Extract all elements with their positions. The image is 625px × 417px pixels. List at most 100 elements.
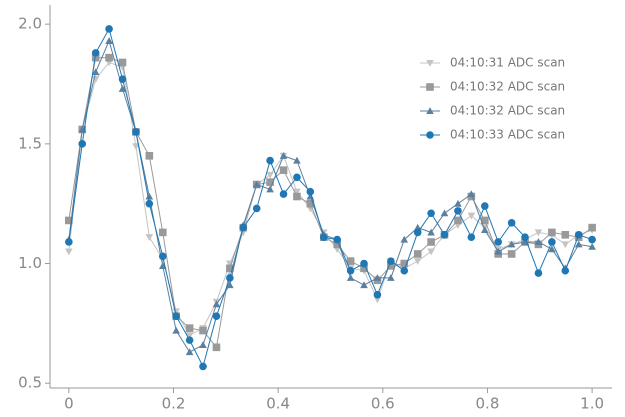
point: [534, 269, 543, 277]
point: [561, 241, 570, 249]
x-tick-label: 0.8: [476, 395, 500, 413]
point: [333, 240, 341, 249]
point: [185, 348, 194, 356]
point: [548, 228, 556, 237]
point: [400, 266, 409, 275]
point: [467, 233, 476, 241]
point: [226, 264, 234, 273]
point: [185, 336, 194, 344]
point: [507, 250, 516, 258]
point: [91, 76, 100, 84]
legend-label: 04:10:31 ADC scan: [450, 56, 565, 70]
point: [212, 343, 221, 352]
point: [319, 233, 328, 241]
point: [548, 238, 556, 246]
x-tick-label: 0.4: [266, 395, 290, 413]
point: [413, 228, 422, 237]
point: [440, 231, 449, 239]
point: [293, 173, 301, 182]
y-tick-label: 0.5: [18, 374, 42, 392]
point: [118, 75, 127, 84]
point: [293, 192, 301, 201]
point: [145, 152, 154, 160]
point: [293, 156, 301, 164]
point: [158, 262, 167, 269]
point: [467, 190, 476, 198]
point: [212, 300, 221, 308]
point: [279, 152, 288, 159]
point: [293, 188, 301, 196]
point: [306, 199, 315, 208]
point: [78, 140, 87, 148]
point: [494, 238, 502, 246]
point: [199, 326, 207, 335]
legend-label: 04:10:32 ADC scan: [450, 104, 565, 118]
point: [373, 290, 382, 299]
x-tick-label: 1.0: [580, 395, 604, 413]
point: [185, 324, 194, 332]
series-line: [68, 57, 593, 349]
point: [145, 234, 154, 241]
point: [427, 209, 435, 218]
point: [252, 180, 261, 188]
point: [91, 68, 100, 76]
point: [400, 235, 409, 243]
y-tick-label: 1.0: [18, 254, 42, 272]
point: [65, 238, 73, 246]
point: [346, 257, 355, 265]
legend-marker: [426, 107, 434, 115]
point: [507, 219, 516, 227]
point: [279, 166, 288, 174]
point: [360, 281, 368, 289]
y-tick-label: 2.0: [18, 15, 42, 33]
point: [132, 143, 140, 151]
point: [145, 192, 154, 200]
point: [427, 238, 435, 246]
point: [65, 248, 73, 256]
point: [158, 228, 167, 237]
point: [172, 312, 180, 320]
point: [480, 202, 489, 210]
point: [427, 228, 435, 236]
point: [413, 258, 422, 265]
point: [588, 223, 596, 232]
point: [65, 216, 73, 225]
x-tick-label: 0: [64, 395, 74, 413]
point: [588, 242, 596, 250]
point: [346, 266, 355, 275]
point: [333, 235, 341, 244]
legend-marker: [426, 59, 434, 67]
x-tick-label: 0.2: [162, 395, 186, 413]
point: [266, 171, 274, 179]
point: [454, 199, 462, 207]
point: [413, 250, 422, 258]
point: [91, 53, 100, 62]
y-tick-label: 1.5: [18, 134, 42, 152]
point: [534, 238, 543, 246]
point: [360, 259, 368, 268]
legend-marker: [426, 131, 434, 139]
point: [306, 187, 315, 196]
point: [266, 178, 274, 186]
point: [172, 326, 180, 334]
x-tick-label: 0.6: [371, 395, 395, 413]
point: [252, 204, 261, 213]
point: [199, 362, 207, 371]
point: [91, 49, 100, 57]
point: [387, 257, 395, 265]
point: [373, 274, 382, 281]
point: [279, 190, 288, 198]
point: [105, 25, 113, 33]
series-line: [68, 27, 593, 368]
point: [387, 262, 395, 270]
point: [387, 274, 395, 281]
point: [427, 248, 435, 256]
point: [494, 247, 502, 255]
point: [172, 308, 180, 316]
point: [360, 264, 368, 273]
point: [454, 207, 462, 215]
point: [199, 341, 207, 348]
point: [574, 231, 583, 239]
point: [132, 128, 140, 136]
